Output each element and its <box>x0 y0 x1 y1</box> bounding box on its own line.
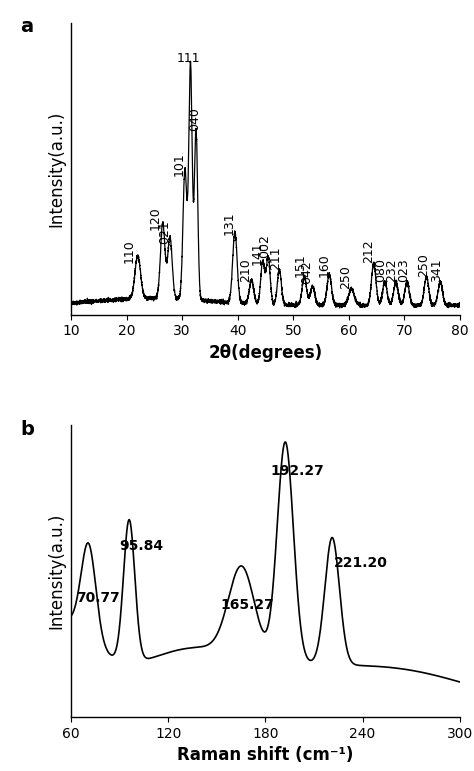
Text: 212: 212 <box>362 239 374 263</box>
Text: 95.84: 95.84 <box>119 539 164 553</box>
Text: 023: 023 <box>397 258 410 281</box>
Text: 341: 341 <box>430 258 443 281</box>
Text: 101: 101 <box>173 152 186 176</box>
Text: 250: 250 <box>339 265 353 289</box>
Text: a: a <box>20 17 34 36</box>
Y-axis label: Intensity(a.u.): Intensity(a.u.) <box>47 513 65 629</box>
Text: 080: 080 <box>374 258 387 281</box>
Text: 111: 111 <box>177 52 201 66</box>
Text: 221.20: 221.20 <box>333 556 387 571</box>
Text: 021: 021 <box>158 221 171 244</box>
Text: 040: 040 <box>188 107 201 131</box>
Text: 70.77: 70.77 <box>76 591 120 605</box>
Text: 110: 110 <box>123 239 136 263</box>
Text: 042: 042 <box>301 261 314 284</box>
Text: 210: 210 <box>239 258 253 281</box>
Text: 232: 232 <box>385 258 399 281</box>
Text: 211: 211 <box>269 247 282 270</box>
Text: 151: 151 <box>293 254 306 277</box>
Text: 131: 131 <box>223 211 236 234</box>
Text: 165.27: 165.27 <box>220 598 274 612</box>
Text: 192.27: 192.27 <box>270 464 324 478</box>
Text: 160: 160 <box>317 254 330 277</box>
X-axis label: Raman shift (cm⁻¹): Raman shift (cm⁻¹) <box>177 746 354 764</box>
Text: 141: 141 <box>251 241 264 265</box>
Text: 120: 120 <box>149 207 162 230</box>
Y-axis label: Intensity(a.u.): Intensity(a.u.) <box>47 111 65 227</box>
Text: b: b <box>20 419 35 439</box>
Text: 250: 250 <box>417 253 430 277</box>
Text: 002: 002 <box>258 234 271 258</box>
X-axis label: 2θ(degrees): 2θ(degrees) <box>209 344 322 362</box>
